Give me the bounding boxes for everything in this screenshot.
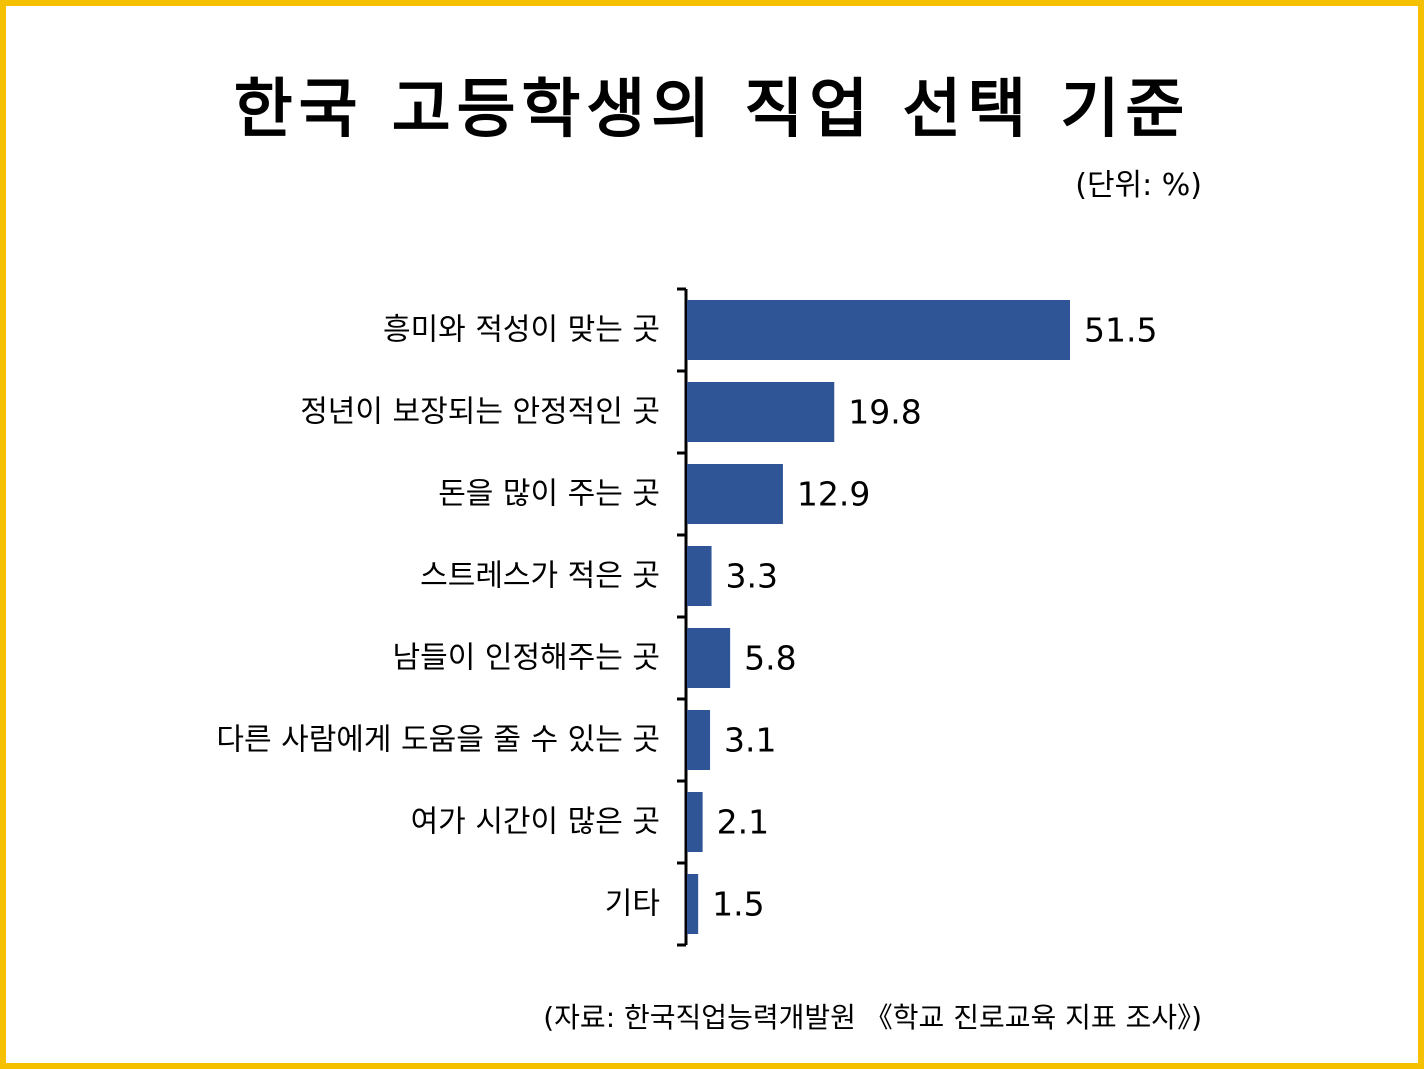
category-label: 남들이 인정해주는 곳 [393,641,660,676]
chart-title: 한국 고등학생의 직업 선택 기준 [233,73,1191,147]
unit-label: (단위: %) [1075,168,1202,203]
category-label: 스트레스가 적은 곳 [420,559,660,594]
category-label: 흥미와 적성이 맞는 곳 [383,313,660,348]
bar [687,300,1070,360]
bar [687,628,731,688]
category-axis [677,287,688,947]
bar [687,546,712,606]
value-label: 2.1 [717,803,769,842]
value-label: 19.8 [848,393,921,432]
bar [687,464,783,524]
category-label: 돈을 많이 주는 곳 [438,477,660,512]
category-label: 다른 사람에게 도움을 줄 수 있는 곳 [216,723,660,758]
label-layer: 흥미와 적성이 맞는 곳 51.5 정년이 보장되는 안정적인 곳 19.8 돈을 많이… [216,311,1157,924]
category-label: 여가 시간이 많은 곳 [411,805,660,840]
bar [687,382,835,442]
value-label: 3.1 [724,721,776,760]
value-label: 51.5 [1084,311,1157,350]
value-label: 12.9 [797,475,870,514]
value-label: 1.5 [712,885,764,924]
source-note: (자료: 한국직업능력개발원 《학교 진로교육 지표 조사》) [543,1001,1202,1034]
value-label: 3.3 [726,557,778,596]
category-label: 기타 [605,887,660,922]
value-label: 5.8 [744,639,796,678]
bar [687,792,703,852]
bar [687,874,699,934]
bar [687,710,711,770]
bar-series [687,300,1070,934]
category-label: 정년이 보장되는 안정적인 곳 [300,395,660,430]
